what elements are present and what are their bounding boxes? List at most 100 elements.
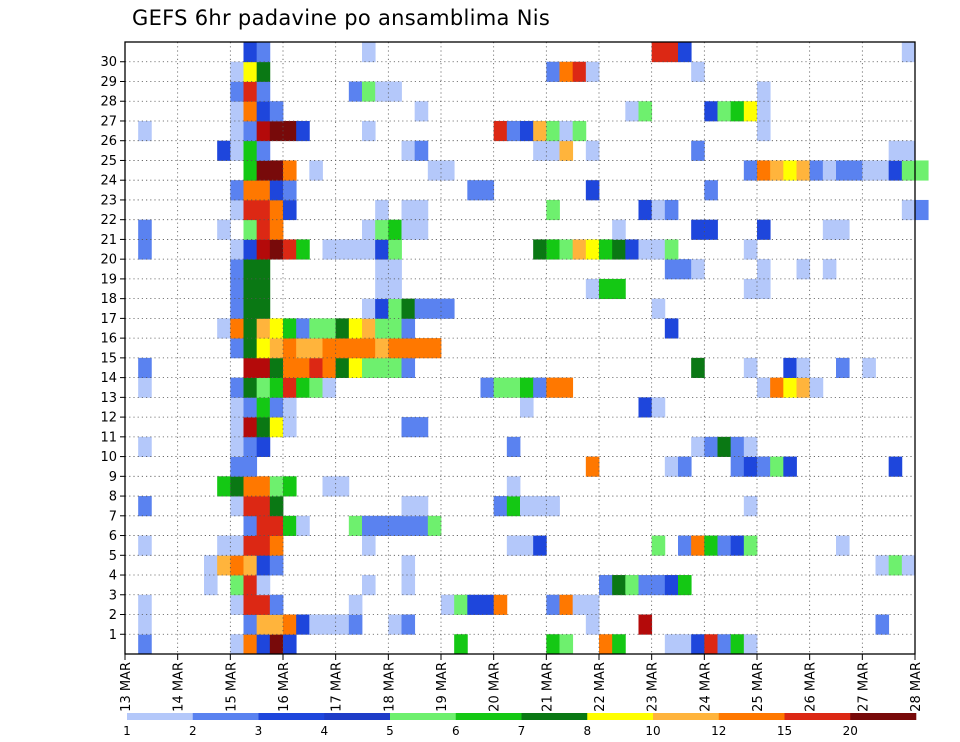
x-tick-label: 23 MAR [646, 662, 661, 712]
heatmap-cell [743, 436, 758, 457]
heatmap-cell [822, 160, 837, 181]
heatmap-cell [243, 101, 258, 122]
plot-frame [124, 41, 916, 655]
legend-swatch [324, 713, 391, 720]
heatmap-cell [638, 575, 653, 596]
heatmap-cell [138, 594, 152, 615]
legend-swatch [718, 713, 785, 720]
heatmap-cell [269, 377, 284, 398]
heatmap-cell [401, 417, 416, 438]
heatmap-cell [230, 634, 244, 655]
heatmap-cell [414, 140, 429, 161]
heatmap-cell [783, 160, 797, 181]
heatmap-cell [269, 397, 284, 418]
heatmap-cell [230, 81, 244, 102]
x-tick-label: 19 MAR [435, 662, 450, 712]
color-legend: 1 2 3 4 5 6 7 8 10 12 15 20 [123, 713, 917, 738]
heatmap-cell [296, 515, 310, 536]
legend-swatch [127, 713, 194, 720]
heatmap-cell [256, 81, 271, 102]
legend-label: 8 [583, 724, 591, 738]
heatmap-cell [243, 140, 258, 161]
heatmap-cell [836, 219, 850, 240]
heatmap-cell [533, 140, 547, 161]
legend-swatch [192, 713, 259, 720]
heatmap-cell [230, 575, 244, 596]
heatmap-cell [243, 61, 258, 82]
heatmap-cell [322, 377, 337, 398]
heatmap-cell [901, 140, 916, 161]
heatmap-cell [888, 555, 903, 576]
heatmap-cell [638, 397, 653, 418]
heatmap-cell [362, 42, 376, 63]
heatmap-cell [230, 338, 244, 359]
heatmap-cell [625, 575, 639, 596]
heatmap-cell [506, 535, 521, 556]
heatmap-cell [651, 239, 666, 260]
y-tick-label: 9 [109, 470, 117, 485]
heatmap-cell [269, 476, 284, 497]
heatmap-cell [480, 180, 495, 201]
y-tick-label: 17 [100, 312, 117, 327]
heatmap-cell [230, 456, 244, 477]
heatmap-cell [664, 199, 679, 221]
x-tick-label: 17 MAR [330, 662, 345, 712]
heatmap-cell [230, 417, 244, 438]
y-tick-label: 15 [100, 351, 117, 366]
heatmap-cell [243, 120, 258, 142]
heatmap-cell [783, 357, 797, 379]
heatmap-cell [401, 338, 416, 359]
heatmap-cell [441, 160, 455, 181]
heatmap-cell [506, 496, 521, 517]
heatmap-cell [875, 614, 890, 635]
heatmap-cell [243, 259, 258, 280]
heatmap-cell [638, 199, 653, 221]
heatmap-cell [533, 496, 547, 517]
heatmap-cell [243, 575, 258, 596]
heatmap-cell [138, 239, 152, 260]
heatmap-cell [493, 594, 508, 615]
heatmap-cell [388, 278, 402, 300]
legend-swatch [455, 713, 522, 720]
heatmap-cell [691, 219, 705, 240]
heatmap-cell [888, 140, 903, 161]
heatmap-cell [467, 594, 481, 615]
y-tick-label: 19 [100, 272, 117, 287]
heatmap-cell [691, 436, 705, 457]
heatmap-cell [414, 496, 429, 517]
heatmap-cell [388, 357, 402, 379]
legend-swatch [653, 713, 720, 720]
heatmap-cell [138, 377, 152, 398]
y-tick-label: 1 [109, 628, 117, 643]
heatmap-cell [256, 42, 271, 63]
heatmap-cell [296, 377, 310, 398]
heatmap-cell [704, 180, 718, 201]
heatmap-cell [230, 318, 244, 339]
heatmap-cell [401, 515, 416, 536]
legend-label: 5 [386, 724, 394, 738]
heatmap-cell [335, 614, 350, 635]
heatmap-cell [256, 259, 271, 280]
heatmap-cell [348, 318, 363, 339]
heatmap-cell [283, 515, 297, 536]
heatmap-cell [783, 377, 797, 398]
heatmap-cell [269, 199, 284, 221]
heatmap-cell [243, 515, 258, 536]
heatmap-cell [230, 278, 244, 300]
heatmap-cell [269, 239, 284, 260]
heatmap-cell [625, 101, 639, 122]
heatmap-cell [362, 535, 376, 556]
heatmap-cell [309, 357, 323, 379]
heatmap-cell [414, 298, 429, 319]
heatmap-cell [243, 397, 258, 418]
heatmap-cell [283, 239, 297, 260]
heatmap-cell [441, 594, 455, 615]
heatmap-cell [283, 377, 297, 398]
legend-swatch [390, 713, 457, 720]
y-tick-label: 12 [100, 411, 117, 426]
heatmap-cell [770, 456, 784, 477]
heatmap-cell [401, 219, 416, 240]
y-tick-label: 30 [100, 55, 117, 70]
heatmap-cell [335, 357, 350, 379]
y-tick-label: 21 [100, 233, 117, 248]
